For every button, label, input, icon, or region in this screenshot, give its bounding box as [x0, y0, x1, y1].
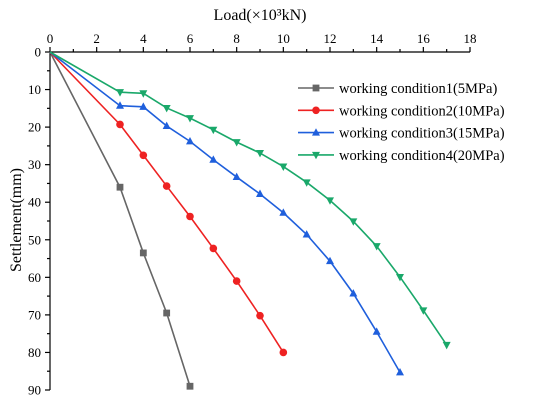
axes: 0 2 4 6 8 10 12 14 16 18 0 10 20 30 40 50 60 70 80 90: [28, 31, 477, 398]
y-tick-label: 10: [28, 82, 41, 97]
data-point: [232, 277, 241, 285]
data-point: [279, 163, 288, 171]
x-tick-label: 18: [464, 31, 477, 46]
data-point: [139, 90, 148, 98]
data-point: [116, 120, 124, 129]
data-point: [256, 189, 264, 197]
series-4: [49, 51, 451, 350]
y-tick-label: 50: [28, 232, 41, 247]
y-tick-label: 60: [28, 270, 41, 285]
data-point: [116, 89, 124, 97]
y-tick-label: 80: [28, 345, 41, 360]
legend-item-2: working condition2(10MPa): [298, 103, 505, 119]
data-point: [279, 348, 288, 357]
x-axis-title: Load(×10³kN): [214, 7, 307, 24]
data-point: [372, 243, 381, 251]
data-point: [256, 311, 264, 320]
y-tick-label: 70: [28, 307, 41, 322]
data-point: [209, 126, 218, 135]
series-line: [49, 51, 448, 346]
data-point: [162, 182, 171, 190]
data-point: [419, 307, 428, 315]
legend-label: working condition3(15MPa): [339, 126, 505, 142]
data-point: [232, 172, 241, 181]
x-tick-label: 10: [277, 31, 290, 46]
legend-label: working condition1(5MPa): [339, 81, 497, 97]
data-point: [349, 289, 358, 297]
data-point: [162, 121, 171, 129]
data-point: [186, 136, 194, 145]
legend-label: working condition2(10MPa): [339, 103, 505, 119]
data-point: [302, 179, 311, 187]
legend-swatch-marker: [312, 151, 320, 160]
y-tick-label: 30: [28, 157, 41, 172]
data-point: [186, 115, 194, 123]
data-point: [349, 218, 358, 226]
series-1: [49, 51, 194, 390]
data-point: [396, 367, 404, 376]
x-tick-label: 0: [47, 31, 54, 46]
x-tick-label: 14: [370, 31, 384, 46]
data-point: [209, 155, 218, 163]
y-tick-label: 0: [35, 45, 42, 60]
x-tick-label: 12: [324, 31, 337, 46]
y-tick-label: 20: [28, 120, 41, 135]
data-point: [186, 382, 194, 390]
data-point: [163, 309, 171, 317]
data-point: [326, 197, 334, 205]
x-tick-label: 2: [93, 31, 100, 46]
data-point: [139, 249, 147, 257]
data-point: [139, 102, 148, 110]
legend: working condition1(5MPa) working conditio…: [298, 81, 505, 164]
data-point: [116, 183, 124, 191]
data-point: [302, 230, 311, 238]
data-point: [139, 151, 148, 160]
data-point: [116, 101, 124, 109]
data-point: [186, 212, 194, 221]
y-tick-label: 40: [28, 195, 41, 210]
x-tick-label: 4: [140, 31, 147, 46]
data-point: [372, 327, 381, 335]
data-point: [162, 104, 171, 113]
series-2: [49, 51, 288, 357]
y-tick-label: 90: [28, 383, 41, 398]
x-tick-label: 6: [187, 31, 194, 46]
legend-item-1: working condition1(5MPa): [298, 81, 497, 97]
data-point: [279, 208, 288, 216]
legend-swatch-marker: [312, 106, 320, 115]
y-axis-title: Settlement(mm): [8, 168, 25, 272]
legend-item-3: working condition3(15MPa): [298, 126, 505, 142]
legend-label: working condition4(20MPa): [339, 148, 505, 164]
data-point: [396, 273, 404, 282]
series-3: [49, 51, 404, 376]
series-line: [49, 51, 285, 353]
legend-swatch-marker: [312, 128, 320, 136]
data-point: [326, 256, 334, 265]
legend-item-4: working condition4(20MPa): [298, 148, 505, 164]
series-line: [49, 51, 401, 373]
data-point: [209, 244, 218, 253]
x-tick-label: 16: [417, 31, 431, 46]
data-point: [232, 139, 241, 147]
data-point: [442, 341, 451, 350]
series-layer: [49, 51, 451, 390]
legend-swatch-marker: [312, 84, 320, 92]
x-tick-label: 8: [233, 31, 240, 46]
data-point: [256, 150, 264, 158]
